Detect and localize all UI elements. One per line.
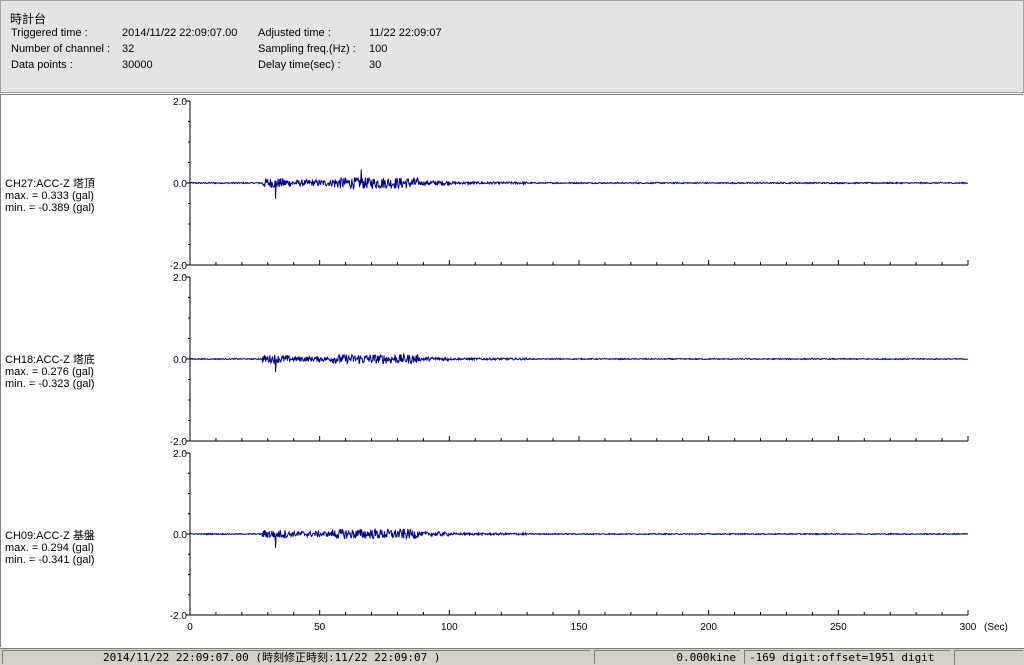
status-bar: 2014/11/22 22:09:07.00 (時刻修正時刻:11/22 22:… [0, 648, 1024, 665]
channel-1-label: CH27:ACC-Z 塔頂 max. = 0.333 (gal) min. = … [5, 178, 95, 214]
status-time: 2014/11/22 22:09:07.00 (時刻修正時刻:11/22 22:… [2, 650, 590, 664]
channel-3-name: CH09:ACC-Z 基盤 [5, 530, 95, 542]
panel-3-y-tick-label: 0.0 [173, 530, 187, 541]
channel-1-min: min. = -0.389 (gal) [5, 202, 95, 214]
x-tick-label: 50 [314, 622, 326, 633]
channel-1-max: max. = 0.333 (gal) [5, 190, 94, 202]
panel-1-y-tick-label: 0.0 [173, 179, 187, 190]
sampling-freq-value: 100 [369, 43, 388, 55]
panel-1-y-tick-label: 2.0 [173, 97, 187, 108]
panel-3-y-tick-label: 2.0 [173, 449, 187, 460]
channel-1-name: CH27:ACC-Z 塔頂 [5, 178, 95, 190]
channel-1-waveform [189, 169, 969, 199]
channel-3-max: max. = 0.294 (gal) [5, 542, 94, 554]
panel-3-y-tick-label: -2.0 [170, 611, 188, 622]
triggered-time-label: Triggered time : [11, 27, 88, 39]
x-tick-label: 100 [441, 622, 458, 633]
triggered-time-value: 2014/11/22 22:09:07.00 [122, 27, 238, 39]
channel-count-value: 32 [122, 43, 135, 55]
status-digit: -169 digit:offset=1951 digit [744, 650, 950, 664]
channel-2-waveform [189, 352, 969, 373]
data-points-value: 30000 [122, 59, 153, 71]
data-points-label: Data points : [11, 59, 73, 71]
panel-2-y-tick-label: 0.0 [173, 355, 187, 366]
sampling-freq-label: Sampling freq.(Hz) : [258, 43, 356, 55]
channel-2-min: min. = -0.323 (gal) [5, 378, 95, 390]
channel-3-waveform [189, 528, 969, 548]
x-tick-label: 300 [960, 622, 977, 633]
adjusted-time-label: Adjusted time : [258, 27, 331, 39]
channel-2-max: max. = 0.276 (gal) [5, 366, 94, 378]
waveform-plot-area: CH27:ACC-Z 塔頂 max. = 0.333 (gal) min. = … [0, 94, 1023, 647]
status-kine: 0.000kine [594, 650, 740, 664]
status-empty [954, 650, 1023, 665]
channel-2-name: CH18:ACC-Z 塔底 [5, 354, 95, 366]
channel-2-label: CH18:ACC-Z 塔底 max. = 0.276 (gal) min. = … [5, 354, 95, 390]
channel-3-label: CH09:ACC-Z 基盤 max. = 0.294 (gal) min. = … [5, 530, 95, 566]
waveform-chart: 2.00.0-2.02.00.0-2.02.00.0-2.00 50 100 150 2… [170, 97, 1008, 633]
delay-time-value: 30 [369, 59, 382, 71]
channel-3-min: min. = -0.341 (gal) [5, 554, 95, 566]
x-tick-label: 200 [700, 622, 717, 633]
x-tick-label: 0 [187, 622, 193, 633]
x-axis-label: (Sec) [984, 622, 1008, 633]
delay-time-label: Delay time(sec) : [258, 59, 341, 71]
header-panel: 時計台 Triggered time : 2014/11/22 22:09:07… [0, 0, 1024, 93]
x-tick-label: 150 [571, 622, 588, 633]
panel-1-y-tick-label: -2.0 [170, 261, 188, 272]
panel-2-y-tick-label: -2.0 [170, 437, 188, 448]
channel-count-label: Number of channel : [11, 43, 111, 55]
adjusted-time-value: 11/22 22:09:07 [369, 27, 442, 39]
x-tick-label: 250 [830, 622, 847, 633]
panel-2-y-tick-label: 2.0 [173, 273, 187, 284]
station-title: 時計台 [10, 12, 47, 26]
